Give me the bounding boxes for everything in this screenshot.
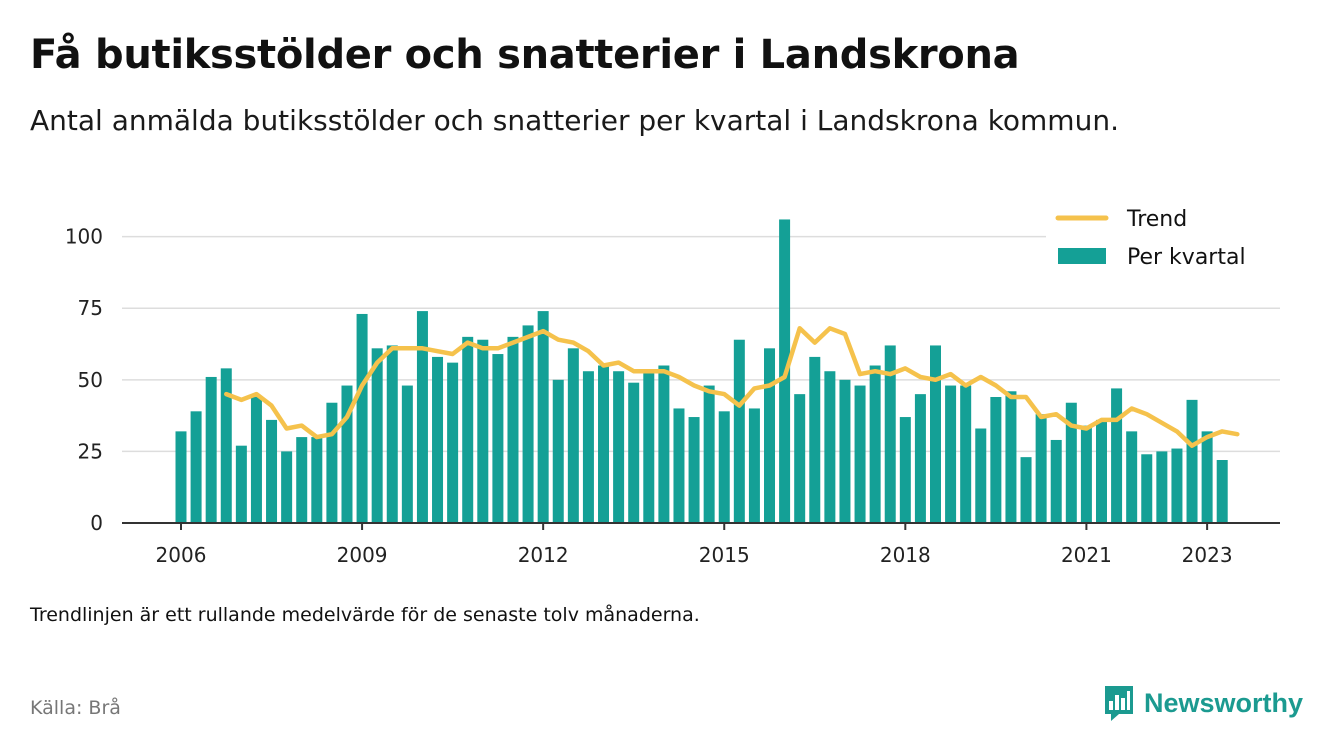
bar-per-kvartal: [1111, 388, 1123, 523]
bar-per-kvartal: [492, 354, 504, 523]
bar-per-kvartal: [1126, 431, 1138, 523]
bar-per-kvartal: [401, 385, 413, 523]
chart-subtitle: Antal anmälda butiksstölder och snatteri…: [30, 104, 1119, 137]
bar-per-kvartal: [809, 356, 821, 523]
bar-per-kvartal: [688, 417, 700, 523]
bar-per-kvartal: [1080, 425, 1092, 523]
bar-per-kvartal: [220, 368, 232, 523]
bar-per-kvartal: [628, 382, 640, 523]
bar-per-kvartal: [522, 325, 534, 523]
bar-per-kvartal: [764, 348, 776, 523]
trend-note: Trendlinjen är ett rullande medelvärde f…: [30, 604, 700, 626]
trend-line-layer: [224, 326, 1240, 448]
bar-per-kvartal: [190, 411, 202, 523]
bar-per-kvartal: [266, 419, 278, 523]
bar-per-kvartal: [1141, 454, 1153, 523]
bar-per-kvartal: [296, 437, 308, 523]
bars: [175, 219, 1228, 524]
bar-per-kvartal: [884, 345, 896, 523]
bar-per-kvartal: [552, 379, 564, 523]
bar-per-kvartal: [356, 313, 368, 523]
bar-per-kvartal: [598, 365, 610, 523]
bar-per-kvartal: [477, 339, 489, 523]
bar-per-kvartal: [205, 376, 217, 523]
bar-per-kvartal: [1156, 451, 1168, 523]
bar-per-kvartal: [537, 311, 549, 523]
bar-per-kvartal: [582, 371, 594, 523]
bar-per-kvartal: [854, 385, 866, 523]
bar-per-kvartal: [371, 348, 383, 523]
bar-per-kvartal: [507, 336, 519, 523]
y-tick-label: 25: [78, 439, 103, 463]
bar-per-kvartal: [824, 371, 836, 523]
bar-per-kvartal: [447, 362, 459, 523]
bar-per-kvartal: [718, 411, 730, 523]
bar-line-chart: 0 25 50 75 100 2006 2009 2012 2015 2018 2021 2023 T…: [64, 198, 1280, 567]
bar-per-kvartal: [1020, 457, 1032, 523]
x-tick-label: 2018: [880, 543, 931, 567]
x-tick-label: 2015: [699, 543, 750, 567]
bar-per-kvartal: [386, 345, 398, 523]
bar-per-kvartal: [748, 408, 760, 523]
bar-per-kvartal: [930, 345, 941, 523]
bar-per-kvartal: [1035, 414, 1047, 523]
y-tick-label: 75: [78, 296, 103, 320]
bar-per-kvartal: [462, 336, 474, 523]
x-tick-label: 2021: [1061, 543, 1112, 567]
x-tick-label: 2009: [337, 543, 388, 567]
bar-per-kvartal: [975, 428, 987, 523]
bar-per-kvartal: [1171, 448, 1183, 523]
newsworthy-logo[interactable]: Newsworthy: [1102, 683, 1303, 723]
bar-per-kvartal: [311, 437, 323, 523]
brand-name: Newsworthy: [1144, 687, 1304, 718]
bar-per-kvartal: [175, 431, 187, 523]
bar-per-kvartal: [1186, 399, 1198, 523]
bar-per-kvartal: [613, 371, 625, 523]
x-tick-label: 2006: [156, 543, 207, 567]
legend-label-per-kvartal: Per kvartal: [1127, 245, 1246, 270]
bar-per-kvartal: [281, 451, 293, 523]
bar-per-kvartal: [839, 379, 851, 523]
bar-per-kvartal: [1005, 391, 1017, 523]
bar-per-kvartal: [794, 394, 806, 523]
bar-per-kvartal: [945, 385, 957, 523]
bar-per-kvartal: [990, 397, 1002, 523]
y-tick-label: 50: [78, 368, 103, 392]
bar-per-kvartal: [416, 311, 428, 523]
bar-per-kvartal: [326, 402, 338, 523]
bar-per-kvartal: [567, 348, 579, 523]
legend: Trend Per kvartal: [1046, 198, 1280, 280]
y-tick-label: 0: [90, 511, 103, 535]
legend-background: [1046, 198, 1280, 280]
axes: 0 25 50 75 100 2006 2009 2012 2015 2018 2021 2023: [65, 225, 1280, 567]
x-tick-label: 2023: [1182, 543, 1233, 567]
trend-line: [224, 326, 1240, 448]
source-label: Källa: Brå: [30, 697, 121, 719]
bar-per-kvartal: [658, 365, 670, 523]
y-tick-label: 100: [65, 225, 103, 249]
bar-per-kvartal: [960, 385, 972, 523]
bar-per-kvartal: [1050, 439, 1062, 523]
bar-per-kvartal: [1216, 460, 1228, 523]
legend-label-trend: Trend: [1126, 207, 1187, 232]
bar-per-kvartal: [250, 397, 262, 523]
legend-swatch-per-kvartal: [1058, 248, 1106, 264]
bar-per-kvartal: [643, 371, 655, 523]
x-tick-label: 2012: [518, 543, 569, 567]
bar-per-kvartal: [673, 408, 685, 523]
bar-per-kvartal: [235, 445, 247, 523]
bar-per-kvartal: [1201, 431, 1213, 523]
bar-per-kvartal: [899, 417, 911, 523]
bar-per-kvartal: [1095, 419, 1107, 523]
bar-per-kvartal: [869, 365, 881, 523]
bar-per-kvartal: [432, 356, 444, 523]
bar-per-kvartal: [1065, 402, 1077, 523]
bar-per-kvartal: [703, 385, 715, 523]
newsworthy-chart-icon: [1105, 686, 1133, 721]
bar-per-kvartal: [733, 339, 745, 523]
bar-per-kvartal: [914, 394, 926, 523]
chart-title: Få butiksstölder och snatterier i Landsk…: [30, 32, 1020, 78]
bar-per-kvartal: [341, 385, 353, 523]
